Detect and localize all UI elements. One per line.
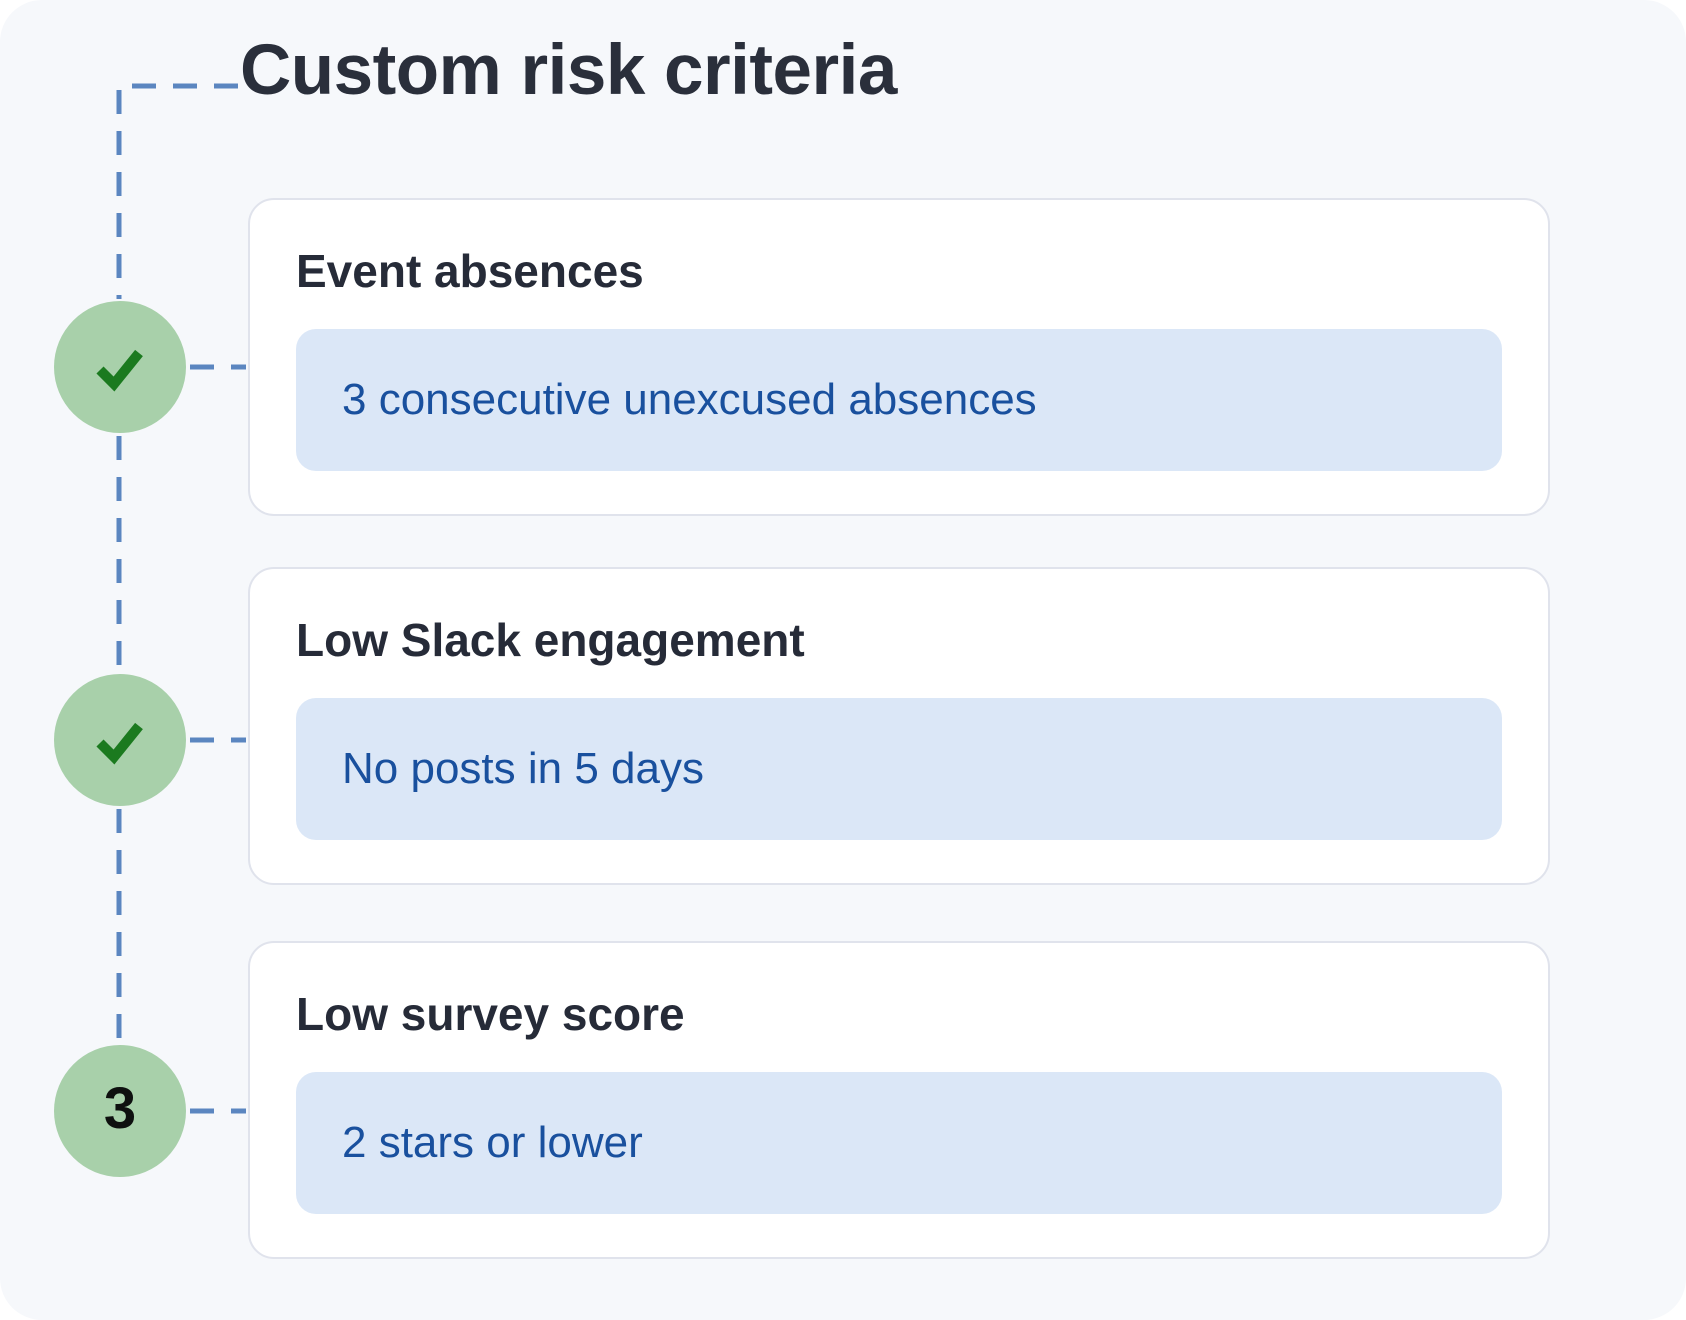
step-number: 3 [103,1076,137,1141]
criterion-value-field[interactable]: 3 consecutive unexcused absences [296,329,1502,472]
criterion-value: 2 stars or lower [342,1118,643,1168]
page-title: Custom risk criteria [240,31,897,110]
criterion-label: Event absences [296,245,644,297]
criterion-label: Low Slack engagement [296,614,805,666]
milestone-status-1 [54,301,186,433]
criterion-value-field[interactable]: 2 stars or lower [296,1072,1502,1215]
checkmark-icon [96,349,143,392]
criterion-card-survey-score: Low survey score 2 stars or lower [248,941,1550,1259]
milestone-status-3: 3 [54,1045,186,1177]
criterion-value: 3 consecutive unexcused absences [342,375,1037,425]
criterion-label: Low survey score [296,988,685,1040]
criterion-card-slack-engagement: Low Slack engagement No posts in 5 days [248,567,1550,885]
criterion-value-field[interactable]: No posts in 5 days [296,698,1502,841]
milestone-status-2 [54,674,186,806]
criterion-card-event-absences: Event absences 3 consecutive unexcused a… [248,198,1550,516]
checkmark-icon [96,722,143,765]
criterion-value: No posts in 5 days [342,744,704,794]
